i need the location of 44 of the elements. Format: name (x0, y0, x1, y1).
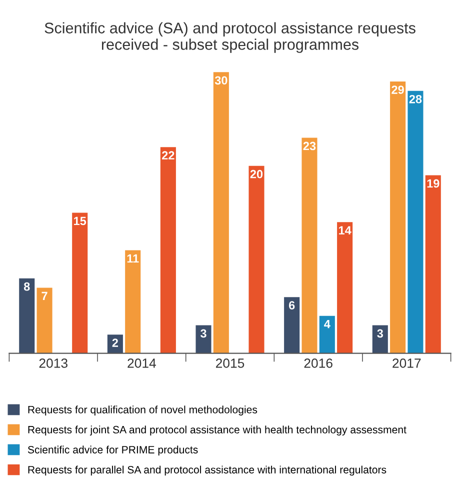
bar (372, 325, 388, 354)
data-label: 3 (200, 329, 206, 338)
data-label: 6 (288, 301, 295, 310)
data-label: 19 (427, 179, 440, 188)
x-tick-label: 2013 (39, 358, 68, 368)
bar (302, 138, 318, 354)
x-tick-label: 2016 (304, 358, 332, 368)
data-label: 30 (214, 76, 228, 85)
legend-label: Scientific advice for PRIME products (28, 446, 198, 456)
data-label: 14 (338, 226, 352, 234)
bar (284, 297, 300, 354)
data-label: 3 (377, 329, 383, 338)
legend-label: Requests for joint SA and protocol assistance with health technology assessment (28, 426, 406, 436)
bar (408, 90, 424, 354)
data-label: 20 (250, 170, 263, 178)
data-label: 22 (162, 151, 174, 160)
bar (337, 222, 353, 354)
data-label: 23 (303, 142, 316, 150)
bar (319, 316, 335, 354)
bar (125, 250, 141, 354)
bar (107, 334, 123, 354)
bar (425, 175, 441, 354)
data-label: 8 (24, 282, 30, 291)
legend-label: Requests for qualification of novel methodologies (28, 406, 258, 416)
data-label: 11 (127, 254, 139, 263)
bar (248, 166, 264, 354)
x-tick-label: 2017 (392, 358, 421, 368)
bar (390, 82, 406, 354)
bar (19, 278, 35, 354)
data-label: 4 (324, 320, 330, 328)
data-label: 2 (112, 338, 118, 347)
data-label: 7 (42, 292, 48, 300)
bar (72, 212, 88, 354)
data-label: 29 (392, 86, 404, 94)
bar (36, 288, 52, 354)
x-tick-label: 2015 (216, 358, 244, 368)
legend-label: Requests for parallel SA and protocol assistance with international regulators (28, 466, 386, 476)
bar (196, 325, 212, 354)
data-label: 28 (409, 94, 422, 104)
x-tick-label: 2014 (128, 358, 156, 368)
bar (160, 147, 176, 354)
chart-title: Scientific advice (SA) and protocol assistance requests received - subset special programmes (44, 22, 416, 53)
data-label: 15 (74, 216, 86, 226)
bar (213, 72, 229, 354)
